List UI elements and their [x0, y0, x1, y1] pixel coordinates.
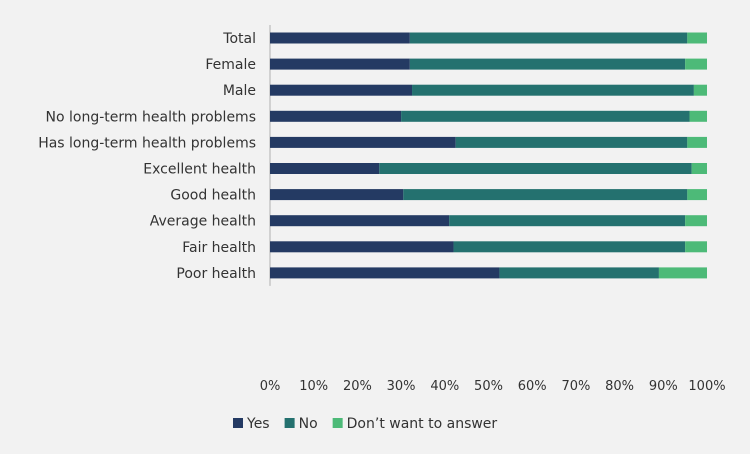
bar-poor-health-yes: [270, 267, 500, 279]
category-label-total: Total: [222, 31, 256, 47]
bar-excellent-health-don-t-want-to-answer: [691, 163, 707, 174]
bar-has-long-term-health-problems-no: [455, 136, 688, 148]
bar-male-no: [412, 84, 694, 96]
legend: Yes No Don’t want to answer: [233, 416, 497, 432]
legend-label-no: No: [299, 416, 318, 432]
category-label-has-long-term-health-problems: Has long-term health problems: [38, 135, 256, 151]
x-tick-label-7: 70%: [561, 379, 590, 394]
x-tick-label-10: 100%: [688, 379, 725, 394]
legend-swatch-no: [284, 418, 295, 428]
x-tick-label-8: 80%: [605, 379, 634, 394]
bar-male-yes: [270, 84, 413, 96]
x-tick-label-3: 30%: [387, 379, 416, 394]
legend-label-don-t-want-to-answer: Don’t want to answer: [347, 416, 498, 432]
bar-excellent-health-yes: [270, 163, 380, 174]
bar-total-no: [409, 32, 688, 44]
bar-good-health-yes: [270, 189, 404, 201]
category-labels: Total Female Male No long-term health probl…: [38, 31, 256, 282]
bar-male-don-t-want-to-answer: [693, 84, 707, 96]
bar-female-yes: [270, 58, 410, 70]
category-label-no-long-term-health-problems: No long-term health problems: [46, 109, 256, 125]
bar-average-health-yes: [270, 215, 450, 227]
bar-poor-health-no: [499, 267, 659, 279]
x-axis-ticks: 0% 10% 20% 30% 40% 50% 60% 70% 80% 90% 100%: [260, 379, 726, 394]
legend-swatch-yes: [233, 418, 243, 428]
bar-fair-health-don-t-want-to-answer: [685, 241, 707, 253]
bar-total-don-t-want-to-answer: [687, 32, 707, 44]
bar-no-long-term-health-problems-don-t-want-to-answer: [689, 110, 707, 122]
bar-average-health-no: [449, 215, 686, 227]
x-tick-label-0: 0%: [260, 379, 281, 394]
x-tick-label-9: 90%: [649, 379, 678, 394]
bar-female-no: [409, 58, 686, 70]
x-tick-label-1: 10%: [299, 379, 328, 394]
x-tick-label-2: 20%: [343, 379, 372, 394]
x-tick-label-5: 50%: [474, 379, 503, 394]
bar-no-long-term-health-problems-no: [401, 110, 690, 122]
legend-swatch-don-t-want-to-answer: [332, 418, 343, 428]
bar-average-health-don-t-want-to-answer: [685, 215, 707, 227]
x-tick-label-4: 40%: [430, 379, 459, 394]
bar-has-long-term-health-problems-don-t-want-to-answer: [687, 136, 707, 148]
bar-fair-health-no: [453, 241, 686, 253]
category-label-average-health: Average health: [150, 214, 256, 230]
bar-poor-health-don-t-want-to-answer: [658, 267, 707, 279]
legend-label-yes: Yes: [246, 416, 270, 432]
bar-female-don-t-want-to-answer: [685, 58, 707, 70]
bar-good-health-don-t-want-to-answer: [687, 189, 707, 201]
category-label-male: Male: [223, 83, 256, 99]
category-label-excellent-health: Excellent health: [143, 162, 256, 178]
bar-good-health-no: [403, 189, 688, 201]
category-label-fair-health: Fair health: [182, 240, 256, 256]
bars-layer: [270, 32, 707, 279]
category-label-poor-health: Poor health: [176, 266, 256, 282]
bar-fair-health-yes: [270, 241, 454, 253]
bar-has-long-term-health-problems-yes: [270, 136, 456, 148]
category-label-good-health: Good health: [170, 188, 256, 204]
bar-total-yes: [270, 32, 410, 44]
category-label-female: Female: [205, 57, 256, 73]
bar-no-long-term-health-problems-yes: [270, 110, 402, 122]
bar-excellent-health-no: [379, 163, 692, 174]
x-tick-label-6: 60%: [518, 379, 547, 394]
